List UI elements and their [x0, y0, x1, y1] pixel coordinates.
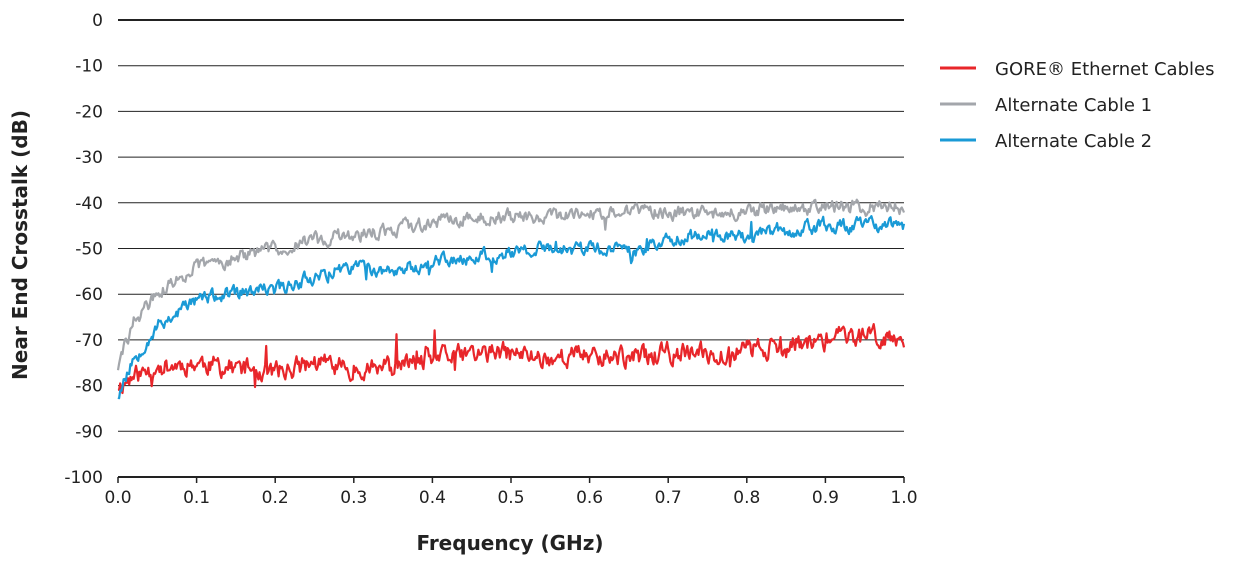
legend-label: Alternate Cable 1	[995, 95, 1152, 116]
y-tick-label: -30	[75, 148, 103, 168]
y-tick-label: -10	[75, 57, 103, 77]
y-axis-ticks: 0 -10 -20 -30 -40 -50 -60 -70 -80 -90 -100	[64, 11, 103, 488]
y-tick-label: -100	[64, 468, 103, 488]
x-tick-label: 0.9	[812, 488, 839, 508]
x-tick-label: 1.0	[890, 488, 917, 508]
y-axis-title: Near End Crosstalk (dB)	[8, 110, 32, 380]
y-tick-label: -40	[75, 194, 103, 214]
y-tick-label: -80	[75, 377, 103, 397]
x-tick-label: 0.7	[655, 488, 682, 508]
x-axis-title: Frequency (GHz)	[416, 531, 603, 555]
x-tick-label: 0.5	[497, 488, 524, 508]
y-tick-label: -90	[75, 422, 103, 442]
y-tick-label: -50	[75, 240, 103, 260]
series-line	[118, 200, 904, 371]
x-tick-label: 0.2	[262, 488, 289, 508]
series-line	[118, 216, 904, 398]
y-tick-label: 0	[92, 11, 103, 31]
x-tick-label: 0.1	[183, 488, 210, 508]
series-line	[118, 324, 904, 393]
legend-item: GORE® Ethernet Cables	[940, 59, 1214, 80]
series-lines	[118, 200, 904, 399]
gridlines	[118, 20, 904, 477]
y-tick-label: -60	[75, 285, 103, 305]
x-tick-label: 0.8	[733, 488, 760, 508]
legend-item: Alternate Cable 1	[940, 95, 1152, 116]
legend-item: Alternate Cable 2	[940, 131, 1152, 152]
x-axis-ticks: 0.0 0.1 0.2 0.3 0.4 0.5 0.6 0.7 0.8 0.9 1.0	[104, 477, 917, 508]
legend-label: Alternate Cable 2	[995, 131, 1152, 152]
y-tick-label: -70	[75, 331, 103, 351]
y-tick-label: -20	[75, 102, 103, 122]
legend-label: GORE® Ethernet Cables	[995, 59, 1214, 80]
x-tick-label: 0.4	[419, 488, 446, 508]
x-tick-label: 0.6	[576, 488, 603, 508]
x-tick-label: 0.3	[340, 488, 367, 508]
x-tick-label: 0.0	[104, 488, 131, 508]
legend: GORE® Ethernet Cables Alternate Cable 1 …	[940, 59, 1214, 152]
